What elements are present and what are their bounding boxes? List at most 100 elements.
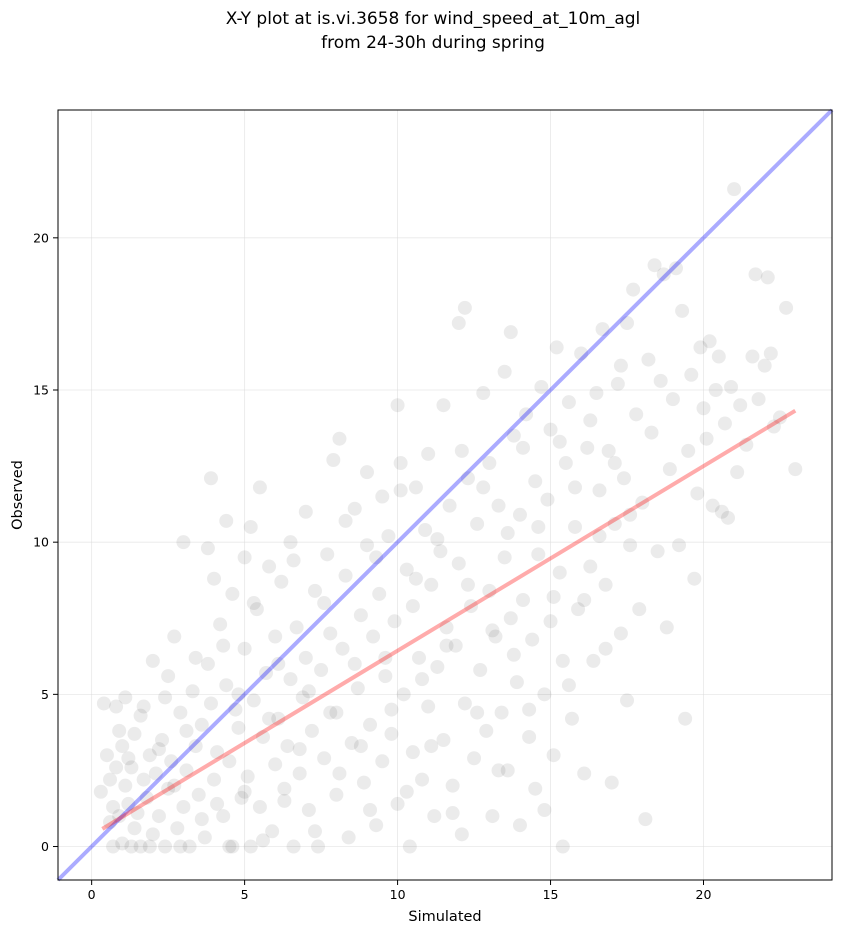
data-point — [280, 739, 295, 754]
data-point — [439, 620, 454, 635]
data-point — [460, 471, 475, 486]
data-point — [476, 480, 491, 495]
data-point — [574, 346, 589, 361]
data-point — [252, 799, 267, 814]
data-point — [448, 638, 463, 653]
data-point — [240, 769, 255, 784]
y-tick-label: 0 — [41, 839, 49, 854]
data-point — [145, 653, 160, 668]
data-point — [509, 675, 524, 690]
data-point — [696, 401, 711, 416]
data-point — [733, 398, 748, 413]
data-point — [549, 340, 564, 355]
data-point — [433, 544, 448, 559]
data-point — [161, 669, 176, 684]
data-point — [445, 806, 460, 821]
data-point — [283, 535, 298, 550]
data-point — [298, 504, 313, 519]
data-point — [763, 346, 778, 361]
data-point — [577, 593, 592, 607]
data-point — [219, 513, 234, 528]
data-point — [528, 781, 543, 796]
y-axis-ticks: 0 5 10 15 20 — [33, 230, 58, 854]
data-point — [418, 523, 433, 537]
data-point — [179, 763, 194, 778]
data-points — [93, 182, 803, 854]
data-point — [372, 586, 387, 601]
data-point — [106, 799, 121, 814]
data-point — [491, 498, 506, 513]
data-point — [237, 550, 252, 565]
data-point — [301, 684, 316, 699]
data-point — [158, 690, 173, 705]
y-tick-label: 5 — [41, 687, 49, 702]
data-point — [219, 678, 234, 693]
data-point — [225, 839, 240, 854]
data-point — [672, 538, 687, 553]
data-point — [470, 705, 485, 720]
data-point — [329, 787, 344, 802]
data-point — [623, 507, 638, 522]
data-point — [359, 465, 374, 480]
data-point — [231, 720, 246, 735]
data-point — [136, 699, 151, 714]
data-point — [161, 781, 176, 796]
data-point — [329, 705, 344, 720]
data-point — [620, 693, 635, 708]
data-point — [246, 596, 261, 611]
data-point — [675, 303, 690, 318]
data-point — [491, 763, 506, 778]
data-point — [470, 516, 485, 531]
data-point — [522, 729, 537, 744]
data-point — [133, 839, 148, 854]
data-point — [320, 547, 335, 562]
data-point — [543, 422, 558, 437]
data-point — [185, 684, 200, 699]
data-point — [610, 376, 625, 391]
data-point — [653, 373, 668, 388]
data-point — [568, 519, 583, 534]
data-point — [366, 629, 381, 644]
data-point — [347, 656, 362, 671]
data-point — [460, 577, 475, 592]
data-point — [476, 386, 491, 401]
data-point — [537, 803, 552, 817]
data-point — [668, 261, 683, 276]
data-point — [717, 416, 732, 431]
data-point — [363, 717, 378, 732]
data-point — [277, 781, 292, 796]
data-point — [650, 544, 665, 559]
data-point — [586, 653, 601, 668]
data-point — [457, 300, 472, 315]
data-point — [158, 839, 173, 854]
data-point — [408, 571, 423, 586]
data-point — [757, 358, 772, 373]
data-point — [359, 538, 374, 553]
data-point — [571, 602, 586, 617]
data-point — [347, 501, 362, 516]
reference-lines — [56, 108, 834, 882]
data-point — [151, 742, 166, 757]
data-point — [307, 583, 322, 598]
data-point — [623, 538, 638, 553]
data-point — [188, 739, 203, 754]
data-point — [512, 818, 527, 833]
data-point — [503, 325, 518, 340]
data-point — [182, 839, 197, 854]
data-point — [482, 456, 497, 471]
data-point — [188, 650, 203, 665]
data-point — [176, 535, 191, 550]
data-point — [332, 766, 347, 781]
data-point — [207, 772, 222, 787]
data-point — [109, 760, 124, 775]
data-point — [506, 428, 521, 443]
grid — [58, 110, 832, 880]
data-point — [197, 830, 212, 845]
data-point — [148, 766, 163, 781]
data-point — [760, 270, 775, 285]
data-point — [307, 824, 322, 839]
data-point — [748, 267, 763, 282]
data-point — [127, 821, 142, 836]
data-point — [203, 696, 218, 711]
data-point — [439, 638, 454, 653]
